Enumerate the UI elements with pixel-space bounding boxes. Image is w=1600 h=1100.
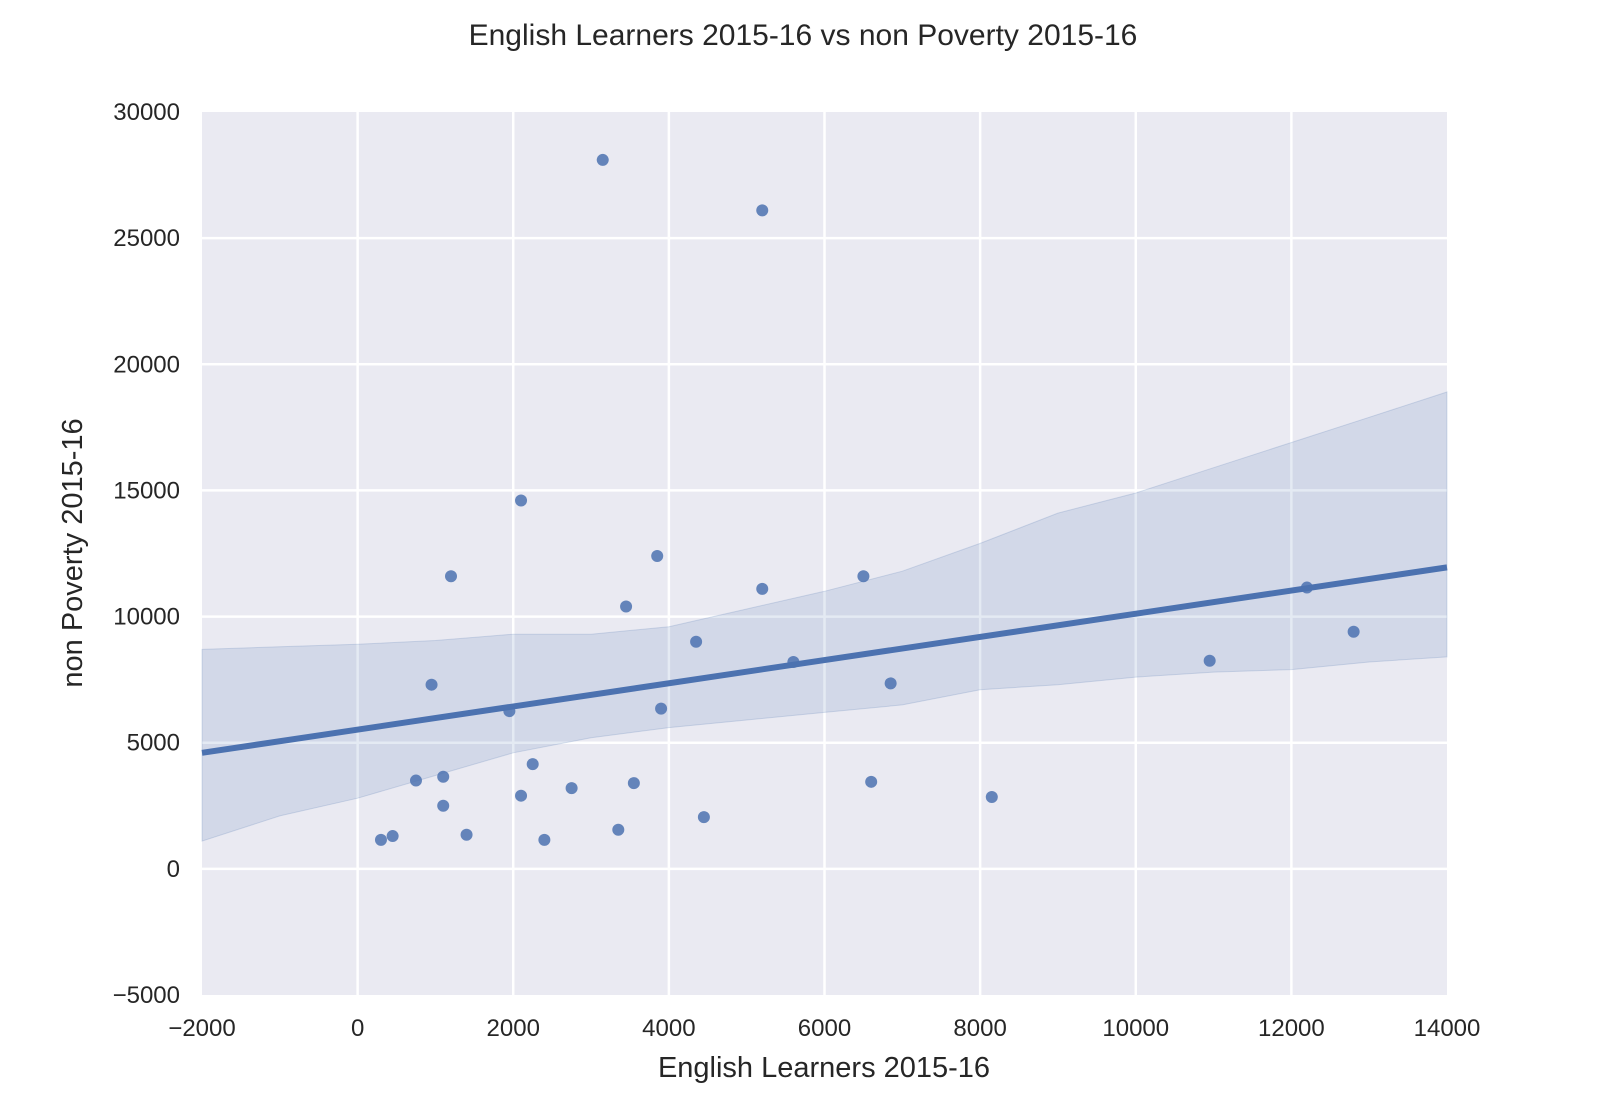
scatter-point <box>538 833 551 846</box>
scatter-point <box>884 677 897 690</box>
x-tick-label: 10000 <box>1102 1015 1169 1042</box>
chart-title: English Learners 2015-16 vs non Poverty … <box>469 19 1138 52</box>
regression-line <box>201 564 1448 756</box>
scatter-point <box>374 833 387 846</box>
confidence-band <box>201 391 1448 842</box>
y-tick-label: −5000 <box>113 982 180 1009</box>
scatter-point <box>445 570 457 583</box>
x-tick-label: 12000 <box>1258 1015 1325 1042</box>
scatter-point <box>857 570 870 583</box>
scatter-point <box>651 550 664 563</box>
scatter-point <box>503 705 516 718</box>
y-tick-label: 20000 <box>113 351 180 378</box>
scatter-point <box>1300 581 1313 594</box>
x-tick-label: 0 <box>351 1015 364 1042</box>
y-tick-label: 0 <box>167 856 180 883</box>
regression-line-layer <box>201 564 1448 756</box>
scatter-point <box>596 153 609 166</box>
y-tick-label: 30000 <box>113 99 180 126</box>
scatter-point <box>565 782 578 795</box>
y-tick-label: 15000 <box>113 477 180 504</box>
y-axis-label: non Poverty 2015-16 <box>57 418 89 687</box>
grid-lines <box>202 112 1447 995</box>
scatter-point <box>460 828 473 841</box>
scatter-point <box>515 789 528 802</box>
scatter-point <box>409 774 422 787</box>
y-tick-label: 10000 <box>113 604 180 631</box>
scatter-point <box>620 600 633 613</box>
x-axis-label: English Learners 2015-16 <box>658 1052 990 1084</box>
scatter-points <box>374 153 1360 846</box>
scatter-point <box>526 758 539 771</box>
x-tick-label: 14000 <box>1414 1015 1481 1042</box>
x-tick-label: −2000 <box>168 1015 235 1042</box>
y-tick-labels: −5000 0 5000 10000 15000 20000 25000 30000 <box>113 99 180 1009</box>
scatter-point <box>756 582 769 595</box>
scatter-point <box>985 790 998 803</box>
confidence-band-layer <box>201 391 1448 842</box>
scatter-point <box>756 204 769 217</box>
scatter-point <box>437 770 450 783</box>
x-tick-label: 8000 <box>953 1015 1006 1042</box>
x-tick-label: 2000 <box>487 1015 540 1042</box>
y-tick-label: 5000 <box>127 730 180 757</box>
scatter-point <box>1347 625 1360 638</box>
scatter-point <box>697 811 710 824</box>
scatter-point <box>865 775 878 788</box>
y-tick-label: 25000 <box>113 225 180 252</box>
scatter-point <box>425 678 438 691</box>
scatter-point <box>515 494 528 507</box>
x-tick-label: 4000 <box>642 1015 695 1042</box>
scatter-point <box>787 655 800 668</box>
scatter-point <box>1203 654 1216 667</box>
scatter-point <box>627 777 640 790</box>
scatter-point <box>655 702 668 715</box>
scatter-point <box>612 823 625 836</box>
scatter-point <box>386 830 399 843</box>
scatter-point <box>437 799 450 812</box>
scatter-point <box>690 635 703 648</box>
x-tick-label: 6000 <box>798 1015 851 1042</box>
x-tick-labels: −2000 0 2000 4000 6000 8000 10000 12000 14000 <box>168 1015 1480 1042</box>
